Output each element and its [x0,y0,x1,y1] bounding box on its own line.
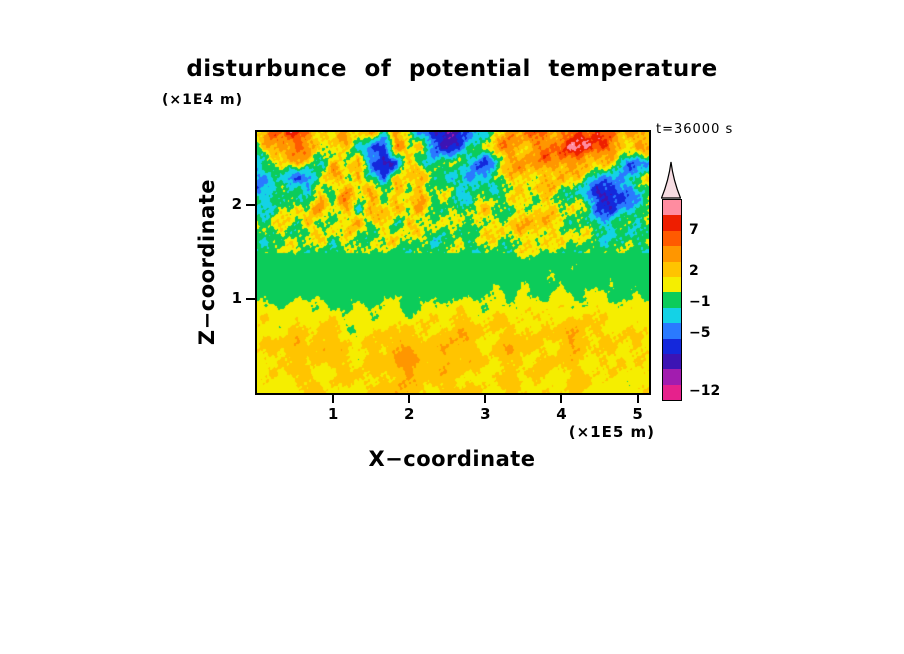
y-tick-mark [246,298,255,301]
colorbar-segment [663,230,681,247]
colorbar-segment [663,353,681,370]
colorbar-arrow-shape [661,161,681,199]
x-tick-label: 3 [480,405,491,423]
x-axis-unit: (×1E5 m) [568,423,655,441]
x-tick-label: 1 [327,405,339,423]
colorbar-label: −12 [689,383,721,399]
colorbar-segment [663,215,681,231]
x-tick-label: 5 [632,405,643,423]
x-tick-mark [408,395,411,403]
y-tick-label: 2 [231,195,242,214]
colorbar [662,199,682,401]
colorbar-segment [663,261,681,277]
x-tick-mark [636,395,639,403]
plot-area [255,130,651,395]
colorbar-segment [663,200,681,216]
colorbar-segment [663,276,681,293]
y-tick-label: 1 [231,289,242,308]
colorbar-label: −5 [689,325,711,341]
colorbar-label: 7 [689,222,699,238]
y-axis-label: Z−coordinate [195,178,219,346]
x-tick-label: 4 [556,405,567,423]
x-tick-mark [560,395,563,403]
colorbar-segment [663,307,681,324]
x-tick-mark [332,395,335,403]
x-tick-mark [484,395,487,403]
y-axis-unit: (×1E4 m) [162,92,244,108]
time-annotation: t=36000 s [656,122,734,137]
colorbar-arrow-icon [661,161,681,199]
colorbar-label: 2 [689,263,699,279]
colorbar-segment [663,292,681,308]
colorbar-segment [663,384,681,401]
y-tick-mark [246,204,255,207]
colorbar-label: −1 [689,294,711,310]
heatmap-canvas [257,132,649,393]
colorbar-segment [663,369,681,385]
x-axis-label: X−coordinate [368,447,536,471]
colorbar-segment [663,338,681,354]
x-tick-label: 2 [404,405,415,423]
colorbar-segment [663,246,681,262]
chart-title: disturbunce of potential temperature [186,56,718,82]
colorbar-segment [663,323,681,339]
